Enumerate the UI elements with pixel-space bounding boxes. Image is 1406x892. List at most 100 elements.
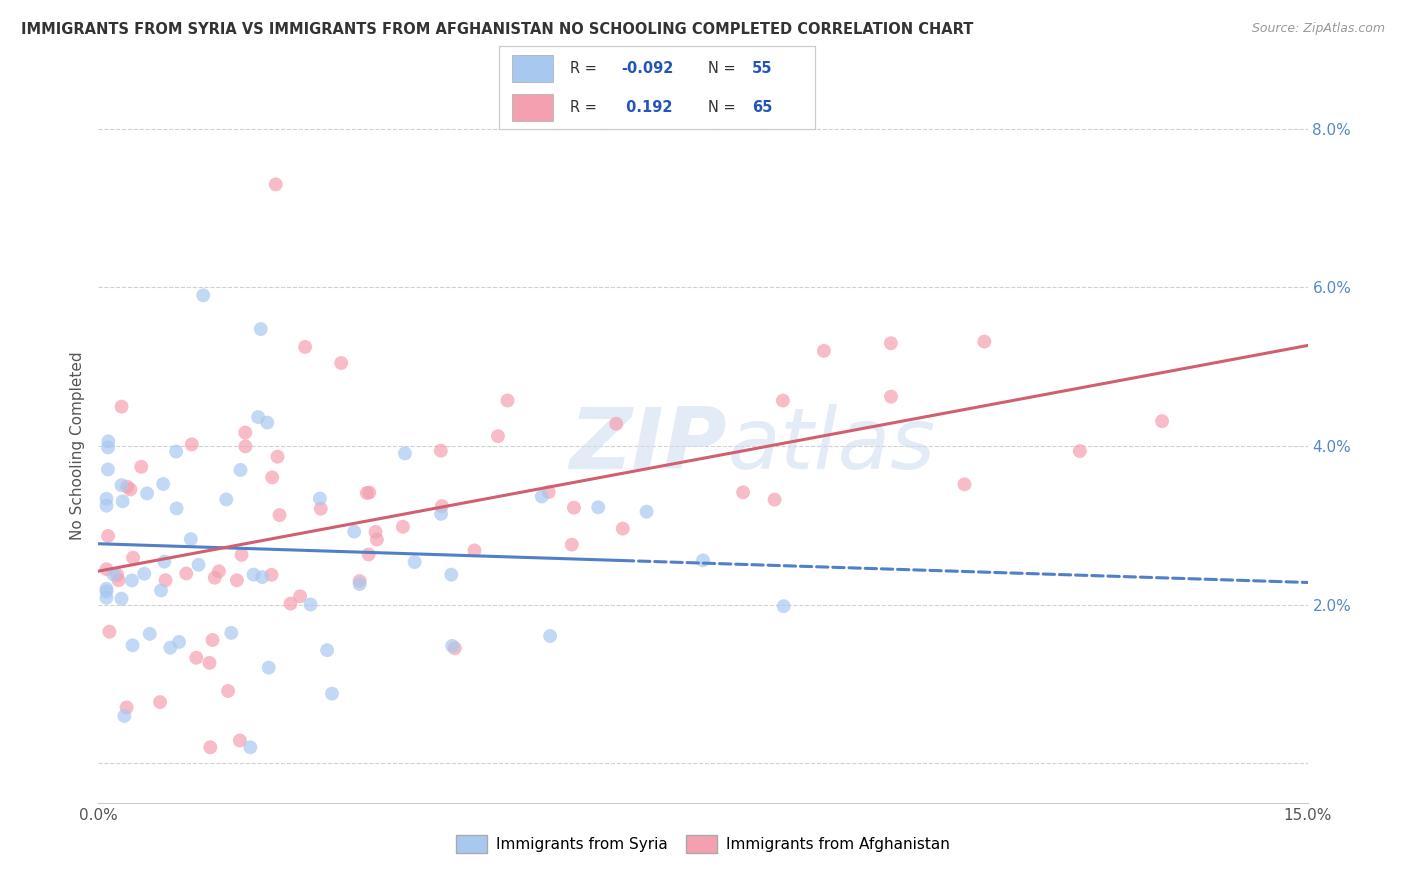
FancyBboxPatch shape bbox=[512, 94, 553, 121]
Point bbox=[153, 555, 176, 569]
Point bbox=[973, 334, 995, 349]
Point bbox=[299, 598, 322, 612]
Point bbox=[134, 566, 156, 581]
Point bbox=[880, 336, 903, 351]
Point bbox=[121, 638, 143, 652]
Point bbox=[316, 643, 339, 657]
Point bbox=[538, 629, 561, 643]
Text: ZIP: ZIP bbox=[569, 404, 727, 488]
Point bbox=[174, 566, 197, 581]
Point bbox=[269, 508, 291, 522]
Point bbox=[103, 567, 125, 582]
Text: 0.192: 0.192 bbox=[621, 100, 672, 115]
Point bbox=[122, 550, 145, 565]
Point bbox=[733, 485, 755, 500]
Point bbox=[266, 450, 288, 464]
Point bbox=[252, 570, 274, 584]
Point bbox=[204, 571, 226, 585]
Point bbox=[440, 567, 463, 582]
Text: Source: ZipAtlas.com: Source: ZipAtlas.com bbox=[1251, 22, 1385, 36]
Point bbox=[96, 584, 118, 599]
Point bbox=[229, 733, 252, 747]
Point bbox=[366, 533, 388, 547]
Point bbox=[152, 477, 174, 491]
Point bbox=[233, 425, 256, 440]
Point bbox=[256, 416, 278, 430]
Point bbox=[115, 480, 138, 494]
Point bbox=[97, 462, 120, 476]
Point bbox=[404, 555, 426, 569]
Point bbox=[430, 443, 453, 458]
Point bbox=[308, 491, 330, 506]
Point bbox=[356, 486, 378, 500]
Point bbox=[200, 740, 222, 755]
Point bbox=[208, 565, 231, 579]
Point bbox=[364, 524, 387, 539]
Point bbox=[180, 532, 202, 546]
Point bbox=[155, 573, 177, 587]
Text: 55: 55 bbox=[752, 61, 773, 76]
Legend: Immigrants from Syria, Immigrants from Afghanistan: Immigrants from Syria, Immigrants from A… bbox=[450, 829, 956, 859]
Point bbox=[193, 288, 215, 302]
Point bbox=[294, 340, 316, 354]
Text: N =: N = bbox=[707, 61, 740, 76]
Point bbox=[486, 429, 509, 443]
Point bbox=[180, 437, 202, 451]
Point bbox=[280, 597, 302, 611]
Point bbox=[110, 400, 132, 414]
Text: atlas: atlas bbox=[727, 404, 935, 488]
Point bbox=[359, 485, 381, 500]
Point bbox=[242, 567, 264, 582]
Point bbox=[98, 624, 121, 639]
Point bbox=[150, 583, 173, 598]
Point bbox=[561, 538, 583, 552]
Text: N =: N = bbox=[707, 100, 740, 115]
Point bbox=[107, 573, 129, 587]
Point bbox=[110, 591, 132, 606]
Point bbox=[121, 574, 143, 588]
Point bbox=[496, 393, 519, 408]
Y-axis label: No Schooling Completed: No Schooling Completed bbox=[70, 351, 86, 541]
Point bbox=[166, 501, 188, 516]
Point bbox=[264, 178, 287, 192]
Point bbox=[96, 591, 118, 605]
Point bbox=[813, 343, 835, 358]
Point bbox=[235, 439, 257, 453]
Point bbox=[110, 478, 132, 492]
Point bbox=[247, 410, 270, 425]
Point bbox=[330, 356, 353, 370]
Point bbox=[217, 684, 239, 698]
Point bbox=[97, 441, 120, 455]
Point bbox=[186, 650, 208, 665]
Point bbox=[612, 522, 634, 536]
Point bbox=[231, 548, 253, 562]
Point bbox=[321, 687, 343, 701]
Point bbox=[343, 524, 366, 539]
Text: -0.092: -0.092 bbox=[621, 61, 673, 76]
Point bbox=[201, 632, 224, 647]
FancyBboxPatch shape bbox=[512, 54, 553, 82]
Point bbox=[159, 640, 181, 655]
Point bbox=[96, 582, 118, 596]
Point bbox=[562, 500, 585, 515]
Point bbox=[1069, 444, 1091, 458]
Point bbox=[309, 501, 332, 516]
Point bbox=[249, 322, 271, 336]
Text: IMMIGRANTS FROM SYRIA VS IMMIGRANTS FROM AFGHANISTAN NO SCHOOLING COMPLETED CORR: IMMIGRANTS FROM SYRIA VS IMMIGRANTS FROM… bbox=[21, 22, 973, 37]
Point bbox=[394, 446, 416, 460]
Point bbox=[605, 417, 627, 431]
Point bbox=[288, 590, 311, 604]
Text: 65: 65 bbox=[752, 100, 772, 115]
Point bbox=[115, 700, 138, 714]
Point bbox=[772, 599, 794, 614]
Point bbox=[1152, 414, 1174, 428]
Point bbox=[112, 709, 135, 723]
Point bbox=[96, 562, 118, 576]
Point bbox=[430, 499, 453, 513]
Point bbox=[136, 486, 159, 500]
Point bbox=[239, 740, 262, 755]
Point bbox=[149, 695, 172, 709]
Point bbox=[763, 492, 786, 507]
Point bbox=[349, 577, 371, 591]
Point bbox=[444, 641, 467, 656]
